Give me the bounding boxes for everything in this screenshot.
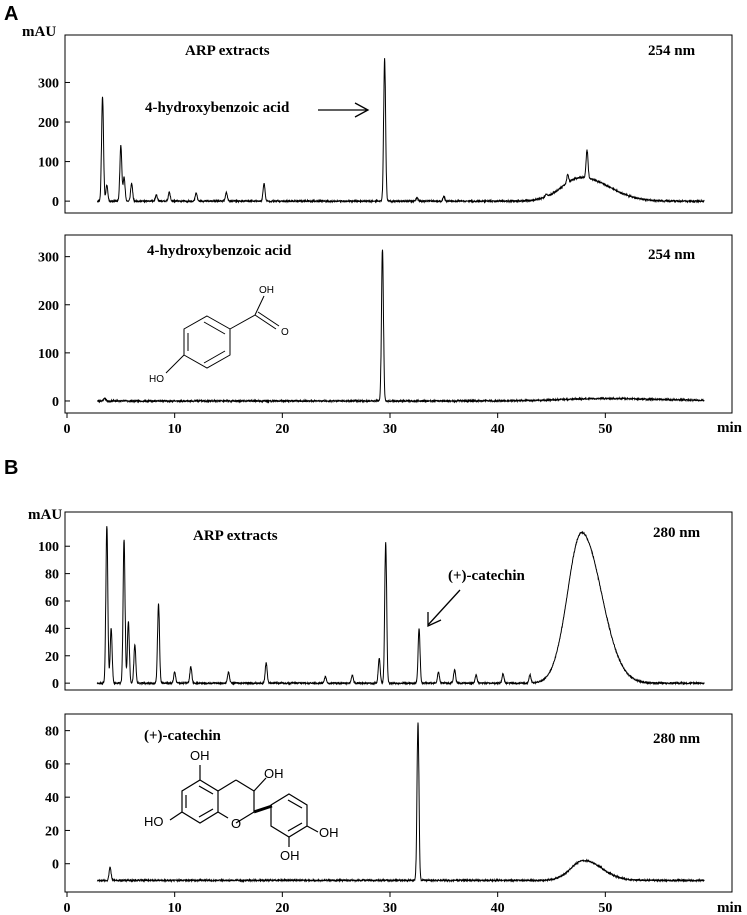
y-tick-label: 60 xyxy=(45,758,59,773)
y-tick-label: 80 xyxy=(45,725,59,740)
wavelength-label: 280 nm xyxy=(653,525,701,541)
hydroxybenzoic-acid-structure xyxy=(165,295,280,374)
y-tick-label: 0 xyxy=(52,858,59,873)
peak-annotation: (+)-catechin xyxy=(448,568,526,584)
x-tick-label: 10 xyxy=(168,901,182,915)
y-tick-label: 0 xyxy=(52,395,59,410)
y-tick-label: 100 xyxy=(38,347,59,362)
plot-frame xyxy=(64,511,733,691)
y-tick-label: 60 xyxy=(45,595,59,610)
chart-b-extracts: 0 20 40 60 80 100 mAU ARP extracts 280 nm (+)… xyxy=(28,507,733,692)
plot-frame xyxy=(64,713,733,893)
x-tick-label: 0 xyxy=(64,422,71,437)
y-axis-unit: mAU xyxy=(22,24,56,40)
panel-a-letter: A xyxy=(4,3,18,25)
x-tick-label: 40 xyxy=(491,422,505,437)
y-tick-label: 0 xyxy=(52,195,59,210)
chart-b-standard: 0 20 40 60 80 (+)-catechin 280 nm OH OH HO xyxy=(45,713,733,893)
chart-title: (+)-catechin xyxy=(144,728,222,744)
panel-b-letter: B xyxy=(4,457,18,479)
y-tick-label: 20 xyxy=(45,650,59,665)
x-tick-label: 10 xyxy=(168,422,182,437)
x-tick-label: 50 xyxy=(598,422,612,437)
chromatogram-trace xyxy=(96,249,705,404)
annotation-arrow xyxy=(318,102,370,118)
y-tick-label: 100 xyxy=(38,156,59,171)
y-axis-ticks: 0 20 40 60 80 100 xyxy=(38,540,70,692)
x-tick-label: 20 xyxy=(275,901,289,915)
x-axis-a: 0 10 20 30 40 50 xyxy=(64,413,612,437)
y-axis-unit: mAU xyxy=(28,507,62,523)
struct-label: OH xyxy=(280,848,300,863)
chart-title: ARP extracts xyxy=(193,528,278,544)
chromatogram-trace xyxy=(96,722,705,884)
y-tick-label: 200 xyxy=(38,116,59,131)
y-tick-label: 300 xyxy=(38,76,59,91)
y-tick-label: 100 xyxy=(38,540,59,555)
struct-label: O xyxy=(231,816,241,831)
x-axis-b: 0 10 20 30 40 50 xyxy=(64,892,612,915)
struct-label: HO xyxy=(149,374,164,385)
y-tick-label: 300 xyxy=(38,251,59,266)
struct-label: HO xyxy=(144,814,164,829)
annotation-arrow xyxy=(427,589,461,628)
y-axis-ticks: 0 20 40 60 80 xyxy=(45,725,70,873)
y-axis-ticks: 0 100 200 300 xyxy=(38,251,70,410)
y-tick-label: 0 xyxy=(52,677,59,692)
y-axis-ticks: 0 100 200 300 xyxy=(38,76,70,210)
y-tick-label: 40 xyxy=(45,791,59,806)
plot-frame xyxy=(64,234,733,414)
chromatogram-trace xyxy=(97,58,705,204)
wavelength-label: 280 nm xyxy=(653,731,701,747)
wavelength-label: 254 nm xyxy=(648,43,696,59)
x-tick-label: 20 xyxy=(275,422,289,437)
chart-title: 4-hydroxybenzoic acid xyxy=(147,243,292,259)
wavelength-label: 254 nm xyxy=(648,247,696,263)
x-tick-label: 40 xyxy=(491,901,505,915)
struct-label: OH xyxy=(190,748,210,763)
x-tick-label: 0 xyxy=(64,901,71,915)
struct-label: OH xyxy=(264,766,284,781)
x-axis-unit: min xyxy=(717,420,743,436)
chart-title: ARP extracts xyxy=(185,43,270,59)
plot-frame xyxy=(64,34,733,214)
x-tick-label: 30 xyxy=(383,901,397,915)
x-axis-unit: min xyxy=(717,900,743,915)
peak-annotation: 4-hydroxybenzoic acid xyxy=(145,100,290,116)
y-tick-label: 80 xyxy=(45,568,59,583)
y-tick-label: 40 xyxy=(45,622,59,637)
x-tick-label: 50 xyxy=(598,901,612,915)
struct-label: OH xyxy=(319,825,339,840)
struct-label: O xyxy=(281,327,289,338)
catechin-structure xyxy=(169,765,319,847)
y-tick-label: 20 xyxy=(45,824,59,839)
chart-a-extracts: 0 100 200 300 mAU ARP extracts 254 nm 4-hyd… xyxy=(22,24,733,214)
struct-label: OH xyxy=(259,285,274,296)
x-tick-label: 30 xyxy=(383,422,397,437)
y-tick-label: 200 xyxy=(38,299,59,314)
chromatogram-trace xyxy=(96,526,705,686)
